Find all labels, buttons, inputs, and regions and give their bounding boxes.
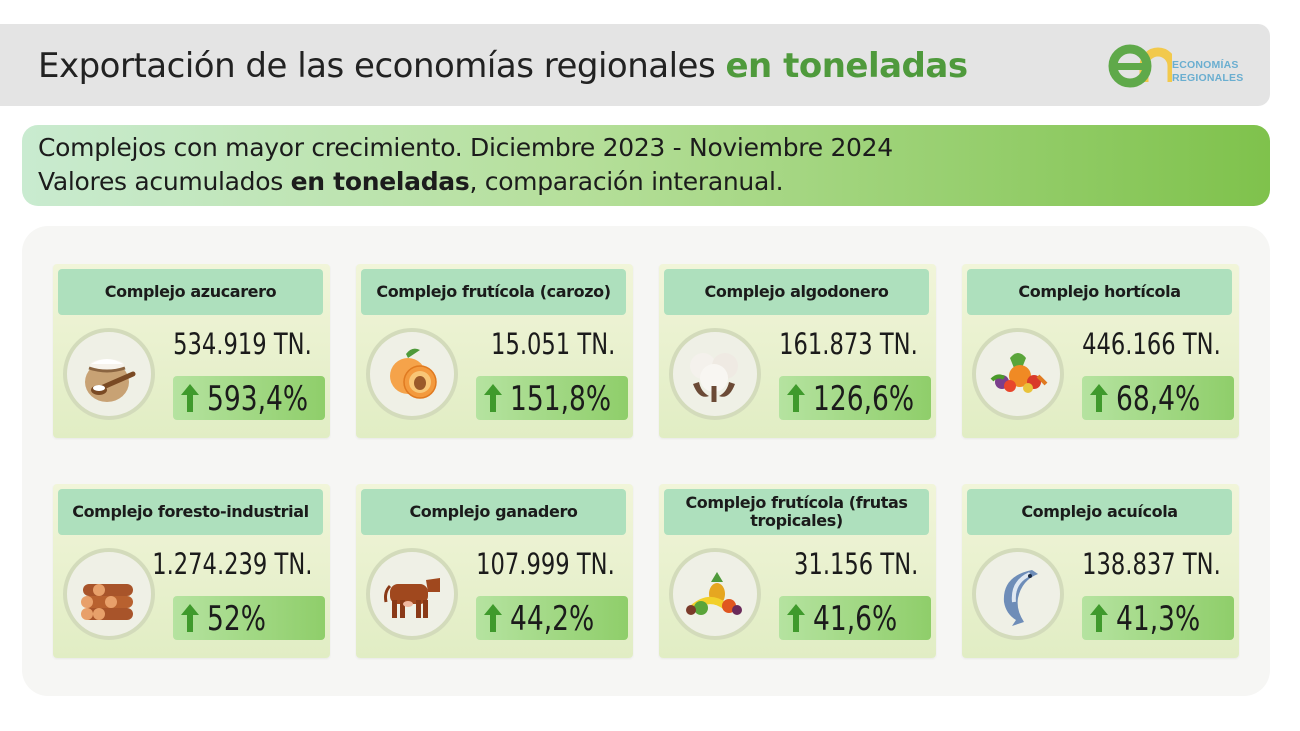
card-title: Complejo frutícola (carozo): [361, 269, 626, 315]
change-box: 593,4%: [173, 376, 325, 420]
up-arrow-icon: [181, 384, 199, 412]
change-box: 41,3%: [1082, 596, 1234, 640]
change-value: 41,6%: [813, 599, 898, 639]
page-title: Exportación de las economías regionales …: [38, 46, 968, 86]
tons-value: 107.999 TN.: [476, 547, 615, 581]
change-box: 41,6%: [779, 596, 931, 640]
tropical-fruits-icon: [669, 548, 761, 640]
card-fruticola-tropicales: Complejo frutícola (frutas tropicales) 3…: [659, 484, 936, 658]
change-box: 126,6%: [779, 376, 931, 420]
up-arrow-icon: [484, 384, 502, 412]
header-bar: Exportación de las economías regionales …: [0, 24, 1270, 106]
up-arrow-icon: [484, 604, 502, 632]
card-title: Complejo azucarero: [58, 269, 323, 315]
change-value: 151,8%: [510, 379, 612, 419]
card-title: Complejo hortícola: [967, 269, 1232, 315]
up-arrow-icon: [181, 604, 199, 632]
economias-regionales-logo: ECONOMÍAS REGIONALES: [1108, 36, 1258, 94]
sugar-sack-icon: [63, 328, 155, 420]
up-arrow-icon: [1090, 604, 1108, 632]
change-value: 44,2%: [510, 599, 595, 639]
change-value: 68,4%: [1116, 379, 1201, 419]
change-value: 126,6%: [813, 379, 915, 419]
change-box: 151,8%: [476, 376, 628, 420]
tons-value: 534.919 TN.: [173, 327, 312, 361]
up-arrow-icon: [1090, 384, 1108, 412]
change-value: 52%: [207, 599, 266, 639]
change-box: 44,2%: [476, 596, 628, 640]
cow-icon: [366, 548, 458, 640]
banner-line-2-bold: en toneladas: [290, 167, 470, 196]
logo-text: ECONOMÍAS REGIONALES: [1172, 59, 1243, 85]
up-arrow-icon: [787, 384, 805, 412]
subtitle-banner: Complejos con mayor crecimiento. Diciemb…: [22, 125, 1270, 206]
tons-value: 161.873 TN.: [779, 327, 918, 361]
page-title-accent: en toneladas: [725, 46, 968, 86]
tons-value: 1.274.239 TN.: [151, 547, 312, 581]
change-box: 52%: [173, 596, 325, 640]
card-foresto-industrial: Complejo foresto-industrial 1.274.239 TN…: [53, 484, 330, 658]
logs-icon: [63, 548, 155, 640]
cotton-icon: [669, 328, 761, 420]
card-fruticola-carozo: Complejo frutícola (carozo) 15.051 TN. 1…: [356, 264, 633, 438]
tons-value: 446.166 TN.: [1082, 327, 1221, 361]
card-title: Complejo ganadero: [361, 489, 626, 535]
banner-line-1: Complejos con mayor crecimiento. Diciemb…: [38, 133, 893, 162]
vegetables-icon: [972, 328, 1064, 420]
page-title-text: Exportación de las economías regionales: [38, 46, 716, 86]
card-ganadero: Complejo ganadero 107.999 TN. 44,2%: [356, 484, 633, 658]
change-value: 41,3%: [1116, 599, 1201, 639]
card-title: Complejo algodonero: [664, 269, 929, 315]
card-algodonero: Complejo algodonero 161.873 TN. 126,6%: [659, 264, 936, 438]
peach-icon: [366, 328, 458, 420]
banner-line-2-suffix: , comparación interanual.: [469, 167, 784, 196]
tons-value: 138.837 TN.: [1082, 547, 1221, 581]
card-title: Complejo acuícola: [967, 489, 1232, 535]
card-azucarero: Complejo azucarero 534.919 TN. 593,4%: [53, 264, 330, 438]
banner-line-2-prefix: Valores acumulados: [38, 167, 283, 196]
card-acuicola: Complejo acuícola 138.837 TN. 41,3%: [962, 484, 1239, 658]
tons-value: 31.156 TN.: [793, 547, 918, 581]
logo-text-line1: ECONOMÍAS: [1172, 59, 1239, 71]
card-title: Complejo foresto-industrial: [58, 489, 323, 535]
tons-value: 15.051 TN.: [490, 327, 615, 361]
card-title: Complejo frutícola (frutas tropicales): [664, 489, 929, 535]
logo-mark-icon: [1108, 44, 1177, 88]
up-arrow-icon: [787, 604, 805, 632]
banner-line-2: Valores acumulados en toneladas, compara…: [38, 167, 784, 196]
change-value: 593,4%: [207, 379, 309, 419]
change-box: 68,4%: [1082, 376, 1234, 420]
card-horticola: Complejo hortícola 446.166 TN. 68,4%: [962, 264, 1239, 438]
fish-icon: [972, 548, 1064, 640]
logo-text-line2: REGIONALES: [1172, 72, 1244, 84]
